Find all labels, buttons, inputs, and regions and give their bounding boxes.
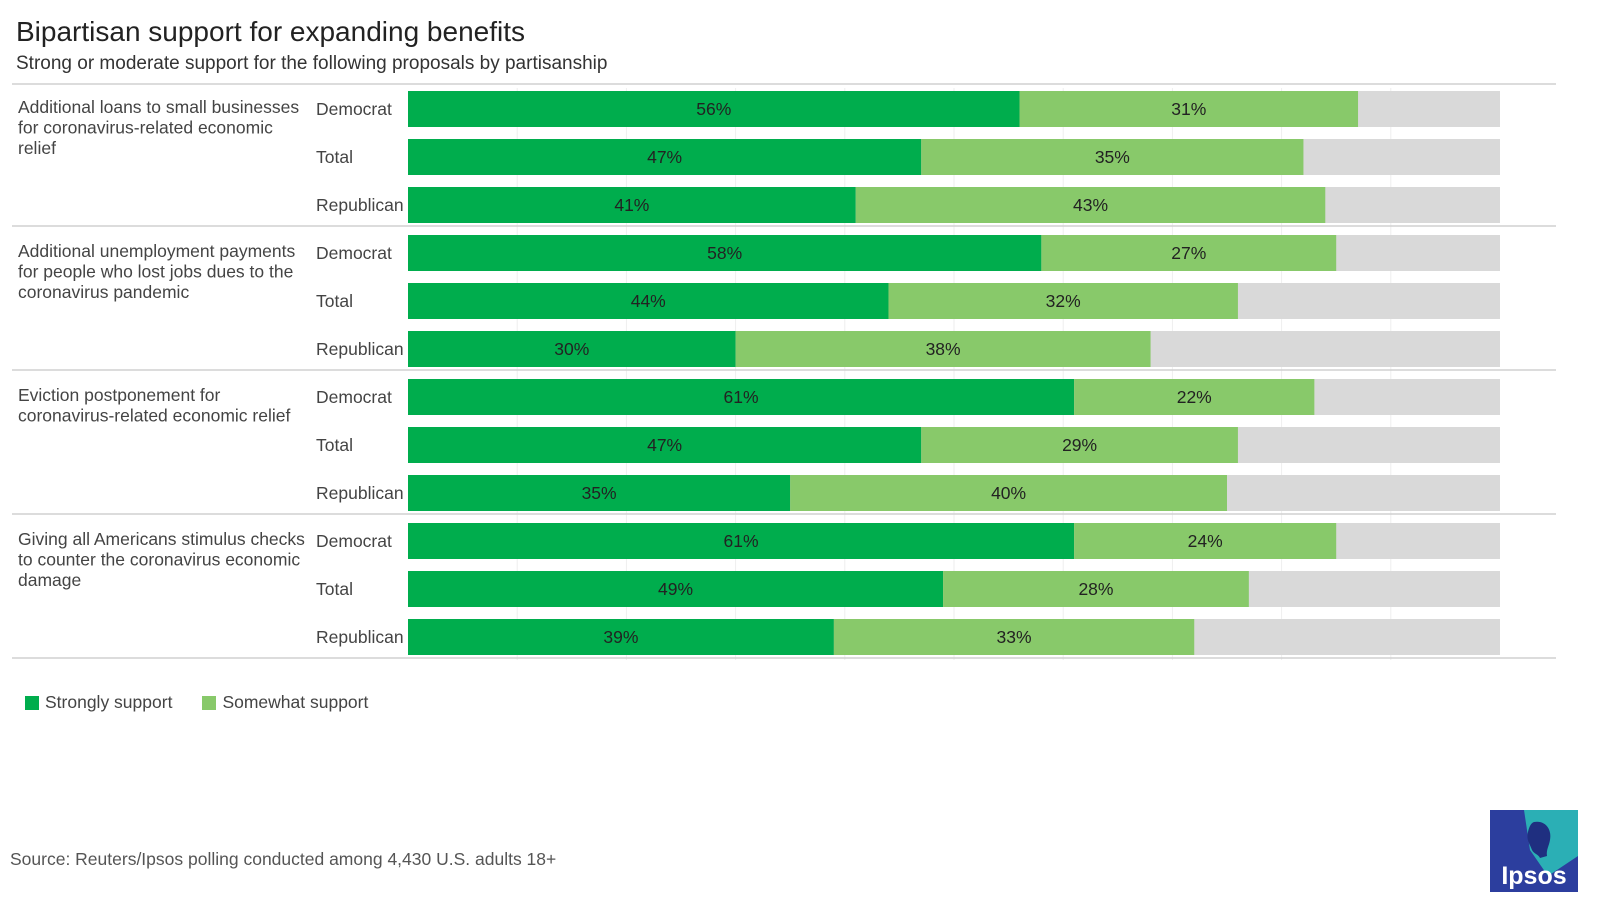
bar-somewhat-support — [888, 283, 1238, 319]
category-label: Republican — [316, 195, 404, 215]
data-label-strongly: 44% — [631, 291, 666, 311]
group-label: Additional unemployment payments for peop… — [18, 241, 295, 302]
data-label-somewhat: 29% — [1062, 435, 1097, 455]
legend-swatch-somewhat-support — [202, 695, 217, 710]
bar-somewhat-support — [735, 331, 1151, 367]
bar-strongly-support — [408, 523, 1075, 559]
bar-strongly-support — [408, 235, 1042, 271]
category-label: Democrat — [316, 99, 392, 119]
category-label: Democrat — [316, 387, 392, 407]
bar-somewhat-support — [855, 187, 1326, 223]
group-label-line: Giving all Americans stimulus checks — [18, 529, 305, 549]
category-label: Total — [316, 147, 353, 167]
logo-head-silhouette — [1527, 821, 1551, 858]
category-label: Total — [316, 435, 353, 455]
stacked-bar-chart: Additional loans to small businesses for … — [12, 83, 1556, 660]
bar-somewhat-support — [943, 571, 1249, 607]
bar-strongly-support — [408, 427, 922, 463]
legend-item-somewhat-support: Somewhat support — [202, 692, 368, 713]
group-label-line: for coronavirus-related economic — [18, 118, 273, 138]
group-label: Giving all Americans stimulus checks to c… — [18, 529, 305, 590]
category-label: Democrat — [316, 243, 392, 263]
bar-somewhat-support — [921, 139, 1304, 175]
legend-item-strongly-support: Strongly support — [25, 692, 172, 713]
source-note: Source: Reuters/Ipsos polling conducted … — [10, 849, 557, 869]
data-label-somewhat: 27% — [1171, 243, 1206, 263]
category-label: Total — [316, 579, 353, 599]
bar-somewhat-support — [921, 427, 1238, 463]
group-label-line: damage — [18, 570, 81, 590]
bar-strongly-support — [408, 475, 791, 511]
group-label-line: relief — [18, 138, 56, 158]
category-label: Democrat — [316, 531, 392, 551]
data-label-strongly: 47% — [647, 435, 682, 455]
bar-strongly-support — [408, 379, 1075, 415]
data-label-somewhat: 24% — [1188, 531, 1223, 551]
legend-label-somewhat-support: Somewhat support — [222, 692, 369, 712]
group-label-line: to counter the coronavirus economic — [18, 550, 300, 570]
data-label-strongly: 61% — [724, 531, 759, 551]
chart-subtitle: Strong or moderate support for the follo… — [16, 53, 608, 74]
bar-strongly-support — [408, 187, 856, 223]
category-label: Republican — [316, 339, 404, 359]
data-label-somewhat: 32% — [1046, 291, 1081, 311]
bar-strongly-support — [408, 91, 1020, 127]
bar-strongly-support — [408, 571, 944, 607]
category-label: Republican — [316, 627, 404, 647]
group-label-line: for people who lost jobs dues to the — [18, 262, 293, 282]
group-label: Eviction postponement for coronavirus-rel… — [18, 385, 290, 426]
category-label: Republican — [316, 483, 404, 503]
group-label-line: Eviction postponement for — [18, 385, 221, 405]
data-label-strongly: 49% — [658, 579, 693, 599]
data-label-somewhat: 22% — [1177, 387, 1212, 407]
data-label-somewhat: 43% — [1073, 195, 1108, 215]
data-label-strongly: 35% — [582, 483, 617, 503]
data-label-somewhat: 38% — [926, 339, 961, 359]
chart-title: Bipartisan support for expanding benefit… — [16, 16, 525, 47]
chart-legend: Strongly support Somewhat support — [25, 692, 398, 713]
data-label-somewhat: 33% — [997, 627, 1032, 647]
category-label: Total — [316, 291, 353, 311]
bar-somewhat-support — [1074, 379, 1315, 415]
bar-strongly-support — [408, 619, 834, 655]
legend-label-strongly-support: Strongly support — [45, 692, 173, 712]
data-label-strongly: 39% — [603, 627, 638, 647]
bar-strongly-support — [408, 139, 922, 175]
bar-strongly-support — [408, 283, 889, 319]
group-label-line: coronavirus-related economic relief — [18, 406, 290, 426]
logo-text: Ipsos — [1501, 862, 1566, 890]
bar-somewhat-support — [1074, 523, 1337, 559]
bar-strongly-support — [408, 331, 736, 367]
data-label-strongly: 30% — [554, 339, 589, 359]
group-label: Additional loans to small businesses for … — [18, 97, 299, 158]
legend-swatch-strongly-support — [25, 695, 39, 710]
data-label-somewhat: 40% — [991, 483, 1026, 503]
group-label-line: Additional unemployment payments — [18, 241, 295, 261]
data-label-somewhat: 31% — [1171, 99, 1206, 119]
bar-somewhat-support — [1019, 91, 1359, 127]
data-label-somewhat: 28% — [1078, 579, 1113, 599]
group-label-line: coronavirus pandemic — [18, 282, 189, 302]
data-label-strongly: 47% — [647, 147, 682, 167]
data-label-strongly: 58% — [707, 243, 742, 263]
bar-somewhat-support — [790, 475, 1227, 511]
bar-somewhat-support — [1041, 235, 1337, 271]
data-label-strongly: 61% — [724, 387, 759, 407]
ipsos-logo-icon: Ipsos — [1490, 810, 1578, 892]
group-label-line: Additional loans to small businesses — [18, 97, 299, 117]
data-label-strongly: 56% — [696, 99, 731, 119]
bar-somewhat-support — [833, 619, 1195, 655]
data-label-somewhat: 35% — [1095, 147, 1130, 167]
data-label-strongly: 41% — [614, 195, 649, 215]
